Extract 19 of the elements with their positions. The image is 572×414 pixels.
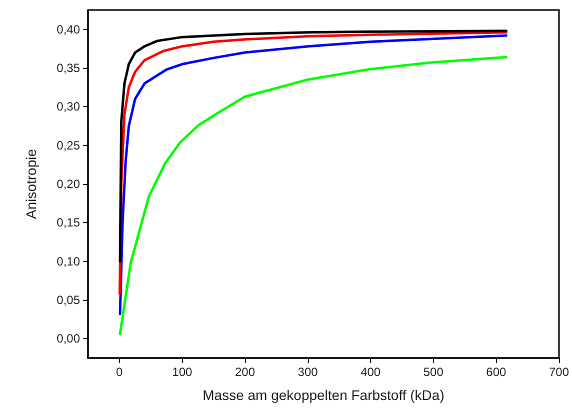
y-tick-label: 0,20 <box>56 177 80 191</box>
x-tick-label: 100 <box>172 365 193 379</box>
y-tick-label: 0,40 <box>56 22 80 36</box>
y-tick-label: 0,25 <box>56 138 80 152</box>
y-tick-label: 0,00 <box>56 332 80 346</box>
x-axis-title: Masse am gekoppelten Farbstoff (kDa) <box>202 387 444 403</box>
x-tick-label: 300 <box>298 365 318 379</box>
y-axis-title: Anisotropie <box>23 148 39 220</box>
x-tick-label: 500 <box>423 365 444 379</box>
x-tick-label: 600 <box>486 365 507 379</box>
x-tick-label: 0 <box>116 365 124 379</box>
y-tick-label: 0,35 <box>56 61 80 75</box>
y-tick-label: 0,15 <box>56 216 80 230</box>
x-tick-label: 200 <box>234 365 256 379</box>
y-tick-label: 0,30 <box>56 100 80 114</box>
y-tick-label: 0,05 <box>56 293 80 307</box>
x-tick-label: 400 <box>360 365 381 379</box>
x-tick-label: 700 <box>548 365 570 379</box>
y-tick-label: 0,10 <box>56 254 80 268</box>
